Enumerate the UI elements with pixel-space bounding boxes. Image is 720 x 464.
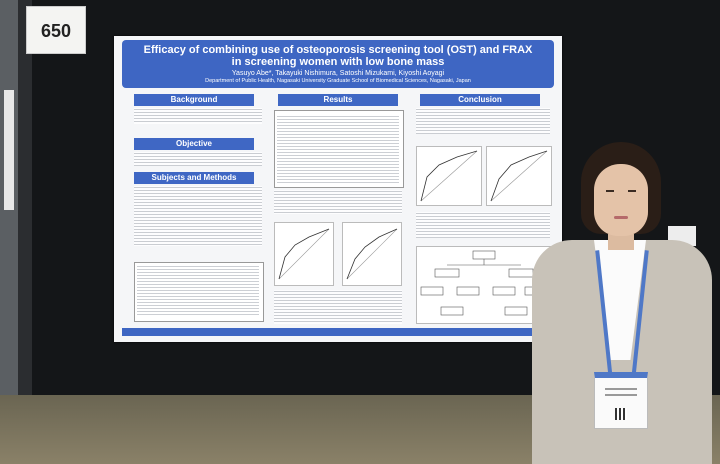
badge-qr-code [615, 408, 627, 420]
section-subjects-methods: Subjects and Methods [134, 172, 254, 184]
poster-title-line2: in screening women with low bone mass [231, 56, 445, 68]
table-rows [137, 265, 259, 317]
comparison-table [274, 110, 404, 188]
methods-text [134, 186, 262, 246]
section-objective: Objective [134, 138, 254, 150]
conclusion-text [416, 108, 550, 134]
board-post [18, 0, 32, 464]
poster-title-bar: Efficacy of combining use of osteoporosi… [122, 40, 554, 88]
right-eye [628, 190, 636, 192]
section-results: Results [278, 94, 398, 106]
presenter [520, 140, 720, 464]
badge-name-line [605, 388, 637, 390]
background-text [134, 108, 262, 124]
presenter-face [594, 164, 648, 236]
roc-curve-combined-1 [420, 150, 478, 202]
results-text [274, 190, 402, 214]
mouth [614, 216, 628, 219]
results-text-2 [274, 290, 402, 324]
name-badge [594, 372, 648, 429]
roc-curve-combined-2 [490, 150, 548, 202]
roc-chart-ost [274, 222, 334, 286]
screening-flowchart [416, 246, 552, 324]
roc-curve-ost [278, 228, 330, 280]
objective-text [134, 152, 262, 166]
characteristics-table [134, 262, 264, 322]
roc-curve-frax [346, 228, 398, 280]
section-background: Background [134, 94, 254, 106]
poster-footer-bar [122, 328, 554, 336]
adjacent-poster-strip [4, 90, 14, 210]
comparison-table-rows [277, 115, 399, 183]
poster-affiliation: Department of Public Health, Nagasaki Un… [205, 78, 471, 84]
booth-number-card: 650 [26, 6, 86, 54]
left-eye [606, 190, 614, 192]
roc-chart-combined-1 [416, 146, 482, 206]
research-poster: Efficacy of combining use of osteoporosi… [114, 36, 562, 342]
section-conclusion: Conclusion [420, 94, 540, 106]
roc-chart-combined-2 [486, 146, 552, 206]
poster-title-line1: Efficacy of combining use of osteoporosi… [143, 44, 533, 56]
conclusion-text-2 [416, 212, 550, 238]
poster-authors: Yasuyo Abe*, Takayuki Nishimura, Satoshi… [231, 70, 445, 77]
badge-affiliation-line [605, 394, 637, 396]
roc-chart-frax [342, 222, 402, 286]
booth-number: 650 [40, 21, 72, 41]
